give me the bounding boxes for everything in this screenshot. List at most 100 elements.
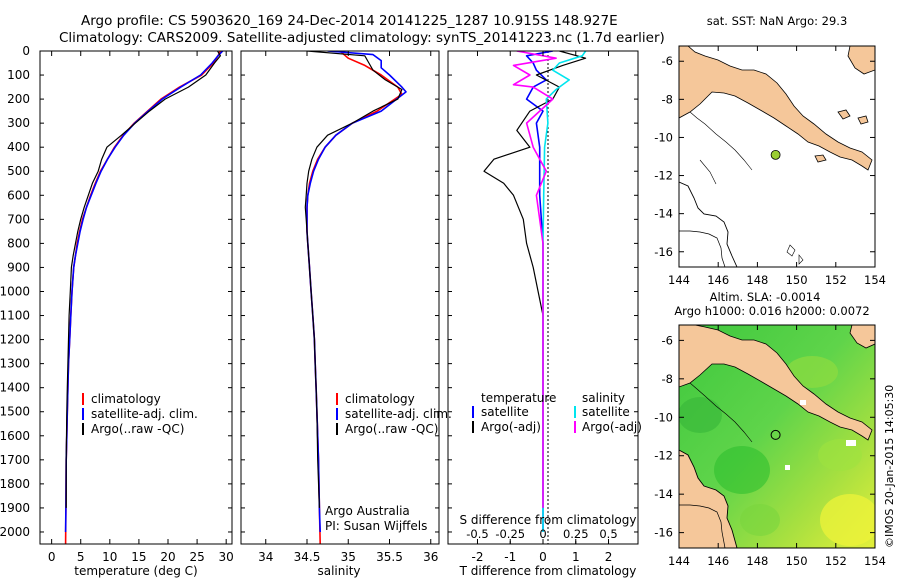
s-difference-label: S difference from climatology bbox=[460, 513, 637, 527]
reef-outline bbox=[679, 230, 726, 267]
depth-tick-label: 1200 bbox=[0, 333, 30, 347]
temperature-axes-frame bbox=[39, 50, 233, 545]
sla-patch bbox=[740, 504, 780, 536]
australia-land bbox=[679, 449, 738, 548]
temperature-lines bbox=[64, 51, 224, 544]
lat-tick-label: -8 bbox=[662, 372, 673, 386]
series-line-t-argo-adj bbox=[483, 51, 587, 508]
series-line-satellite-adj-clim bbox=[306, 51, 407, 533]
depth-tick-label: 1900 bbox=[0, 501, 30, 515]
s-difference-axis: -0.5 -0.25 0 0.25 0.5 bbox=[466, 527, 618, 544]
x-tick-label: 5 bbox=[77, 550, 85, 564]
sla-patch bbox=[786, 356, 838, 388]
legend-argo: Argo(..raw -QC) bbox=[91, 422, 184, 436]
depth-tick-label: 400 bbox=[7, 140, 30, 154]
salinity-x-axis: 34 34.5 35 35.5 36 bbox=[241, 50, 439, 564]
depth-tick-label: 1700 bbox=[0, 453, 30, 467]
argo-float-marker bbox=[770, 429, 781, 440]
x-tick-label: 1 bbox=[572, 550, 580, 564]
lon-tick-label: 154 bbox=[864, 273, 886, 287]
lon-tick-label: 150 bbox=[786, 273, 808, 287]
figure-title-line2: Climatology: CARS2009. Satellite-adjuste… bbox=[59, 30, 665, 46]
s-tick-label: 0 bbox=[539, 527, 546, 541]
depth-tick-label: 900 bbox=[7, 260, 30, 274]
t-difference-xlabel: T difference from climatology bbox=[459, 564, 637, 578]
depth-tick-label: 500 bbox=[7, 164, 30, 178]
sla-map-axes: 144 146 148 150 152 154 -6 -8 -10 -12 -14 -16 bbox=[654, 325, 886, 568]
sla-map-title-line2: Argo h1000: 0.016 h2000: 0.0072 bbox=[674, 304, 869, 318]
lon-tick-label: 154 bbox=[864, 554, 886, 568]
sla-patch bbox=[714, 446, 770, 494]
series-line-satellite-adj-clim bbox=[64, 51, 224, 533]
legend-climatology: climatology bbox=[345, 392, 415, 406]
difference-panel bbox=[483, 51, 587, 544]
x-tick-label: 0 bbox=[539, 550, 547, 564]
legend-t-satellite: satellite bbox=[481, 405, 529, 419]
salinity-panel bbox=[304, 51, 407, 544]
series-line-s-satellite bbox=[542, 51, 587, 532]
depth-tick-label: 1400 bbox=[0, 381, 30, 395]
salinity-lines bbox=[304, 51, 407, 544]
series-line-argo-raw-qc bbox=[65, 51, 221, 508]
sla-map bbox=[679, 325, 875, 548]
sla-map-frame bbox=[678, 324, 876, 549]
s-tick-label: -0.5 bbox=[466, 527, 488, 541]
lon-tick-label: 150 bbox=[786, 554, 808, 568]
lat-tick-label: -12 bbox=[654, 449, 673, 463]
depth-tick-label: 100 bbox=[7, 68, 30, 82]
depth-tick-label: 1600 bbox=[0, 429, 30, 443]
depth-tick-label: 300 bbox=[7, 116, 30, 130]
x-tick-label: 34.5 bbox=[294, 550, 321, 564]
legend-t-argo: Argo(-adj) bbox=[481, 420, 541, 434]
sla-patch bbox=[679, 397, 722, 433]
x-tick-label: 10 bbox=[102, 550, 117, 564]
s-tick-label: -0.25 bbox=[495, 527, 525, 541]
series-line-climatology bbox=[306, 51, 403, 544]
x-tick-label: 35.5 bbox=[376, 550, 403, 564]
pi-label: PI: Susan Wijffels bbox=[325, 519, 427, 533]
series-line-s-argo-adj bbox=[512, 51, 557, 508]
lon-tick-label: 144 bbox=[668, 273, 690, 287]
lat-tick-label: -6 bbox=[662, 333, 673, 347]
temperature-x-axis: 0 5 10 15 20 25 30 bbox=[48, 51, 234, 564]
new-guinea-land bbox=[679, 46, 873, 171]
depth-tick-label: 200 bbox=[7, 92, 30, 106]
figure-title-line1: Argo profile: CS 5903620_169 24-Dec-2014… bbox=[81, 13, 618, 29]
lon-tick-label: 144 bbox=[668, 554, 690, 568]
x-tick-label: 35 bbox=[341, 550, 356, 564]
lat-tick-label: -10 bbox=[654, 410, 673, 424]
temperature-legend: climatology satellite-adj. clim. Argo(..… bbox=[82, 392, 198, 436]
legend-satellite: satellite-adj. clim. bbox=[345, 407, 452, 421]
coast-outline bbox=[689, 382, 753, 443]
lat-tick-label: -14 bbox=[654, 487, 673, 501]
sla-patch bbox=[818, 439, 862, 471]
x-tick-label: 15 bbox=[131, 550, 146, 564]
sla-map-title-line1: Altim. SLA: -0.0014 bbox=[710, 290, 821, 304]
x-tick-label: 25 bbox=[189, 550, 204, 564]
sst-map-axes: 144 146 148 150 152 154 -6 -8 -10 -12 -14 -16 bbox=[654, 46, 886, 287]
argo-float-marker bbox=[770, 149, 781, 160]
legend-s-argo: Argo(-adj) bbox=[582, 420, 642, 434]
salinity-legend: climatology satellite-adj. clim. Argo(..… bbox=[336, 392, 452, 436]
depth-tick-label: 700 bbox=[7, 212, 30, 226]
lon-tick-label: 152 bbox=[825, 273, 847, 287]
australia-land bbox=[679, 181, 738, 267]
lat-tick-label: -12 bbox=[654, 169, 673, 183]
t-difference-x-axis: -2 -1 0 1 2 bbox=[448, 50, 638, 564]
depth-tick-label: 1800 bbox=[0, 477, 30, 491]
x-tick-label: 0 bbox=[48, 550, 56, 564]
new-guinea-land bbox=[679, 325, 873, 441]
imos-watermark: ©IMOS 20-Jan-2015 14:05:30 bbox=[883, 385, 896, 548]
difference-legend: temperature satellite Argo(-adj) salinit… bbox=[472, 391, 642, 434]
series-line-t-satellite bbox=[525, 51, 553, 532]
salinity-axes-frame bbox=[240, 50, 440, 545]
lat-tick-label: -16 bbox=[654, 526, 673, 540]
sst-map-title: sat. SST: NaN Argo: 29.3 bbox=[707, 14, 848, 28]
coast-outline bbox=[689, 111, 753, 185]
x-tick-label: 30 bbox=[219, 550, 234, 564]
lon-tick-label: 146 bbox=[707, 273, 729, 287]
temperature-xlabel: temperature (deg C) bbox=[74, 564, 197, 578]
lon-tick-label: 148 bbox=[746, 554, 768, 568]
argo-australia-label: Argo Australia bbox=[325, 504, 410, 518]
x-tick-label: -2 bbox=[471, 550, 483, 564]
